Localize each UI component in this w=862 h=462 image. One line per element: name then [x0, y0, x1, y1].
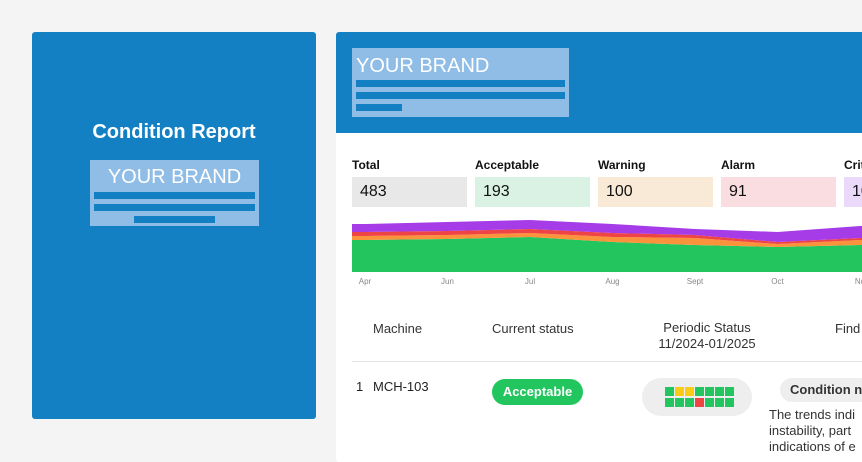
x-tick-label: Sept	[687, 277, 704, 286]
x-tick-label: Apr	[359, 277, 372, 286]
area	[352, 233, 862, 247]
column-header: Machine	[373, 321, 423, 336]
machine-id: MCH-103	[373, 379, 429, 394]
brand-box: YOUR BRAND	[352, 48, 569, 117]
brand-bar	[356, 104, 402, 111]
stat-value: 483	[352, 177, 467, 207]
stat-value: 193	[475, 177, 590, 207]
column-header: Find	[835, 321, 861, 336]
stat-label: Acceptable	[475, 158, 540, 172]
brand-box: YOUR BRAND	[90, 160, 259, 226]
brand-bar	[356, 80, 565, 87]
x-tick-label: Oct	[771, 277, 784, 286]
stat-label: Alarm	[721, 158, 756, 172]
status-square	[725, 398, 734, 407]
status-square	[695, 387, 704, 396]
stat-label: Total	[352, 158, 380, 172]
finding-tag: Condition n	[780, 378, 862, 402]
stat-value: 100	[598, 177, 713, 207]
status-square	[665, 387, 674, 396]
x-tick-label: Aug	[605, 277, 619, 286]
status-square	[685, 387, 694, 396]
status-square	[685, 398, 694, 407]
periodic-status	[642, 378, 752, 416]
status-badge: Acceptable	[492, 379, 583, 405]
cover-card: Condition Report YOUR BRAND	[32, 32, 316, 419]
area	[352, 237, 862, 272]
brand-text: YOUR BRAND	[356, 55, 490, 77]
divider	[352, 361, 862, 362]
area-chart: Apr Jun Jul Aug Sept Oct No	[352, 220, 862, 286]
finding-text: The trends indi instability, part indica…	[769, 407, 856, 454]
brand-text: YOUR BRAND	[107, 166, 242, 188]
brand-bar	[94, 204, 255, 211]
report-card: YOUR BRAND Total 483 Acceptable 193 Warning 1…	[336, 32, 862, 462]
page: {"left": {"title": "Condition Report", "…	[32, 32, 862, 462]
status-square	[715, 387, 724, 396]
stat-value: 91	[721, 177, 836, 207]
x-tick-label: No	[855, 277, 862, 286]
stat-value: 10	[844, 177, 862, 207]
status-square	[715, 398, 724, 407]
status-square	[725, 387, 734, 396]
column-header: Current status	[492, 321, 574, 336]
brand-bar	[356, 92, 565, 99]
status-square	[675, 387, 684, 396]
status-square	[695, 398, 704, 407]
row-index: 1	[356, 379, 364, 394]
status-square	[665, 398, 674, 407]
cover-title: Condition Report	[92, 121, 256, 143]
report-header: YOUR BRAND	[336, 32, 862, 133]
area	[352, 220, 862, 242]
brand-bar	[94, 192, 255, 199]
status-square	[705, 398, 714, 407]
stat-label: Warning	[598, 158, 646, 172]
status-square	[705, 387, 714, 396]
x-tick-label: Jul	[525, 277, 535, 286]
stat-label: Crit	[844, 158, 862, 172]
area	[352, 229, 862, 244]
status-square	[675, 398, 684, 407]
x-tick-label: Jun	[441, 277, 454, 286]
column-header: Periodic Status 11/2024-01/2025	[658, 320, 756, 351]
brand-bar	[134, 216, 215, 223]
